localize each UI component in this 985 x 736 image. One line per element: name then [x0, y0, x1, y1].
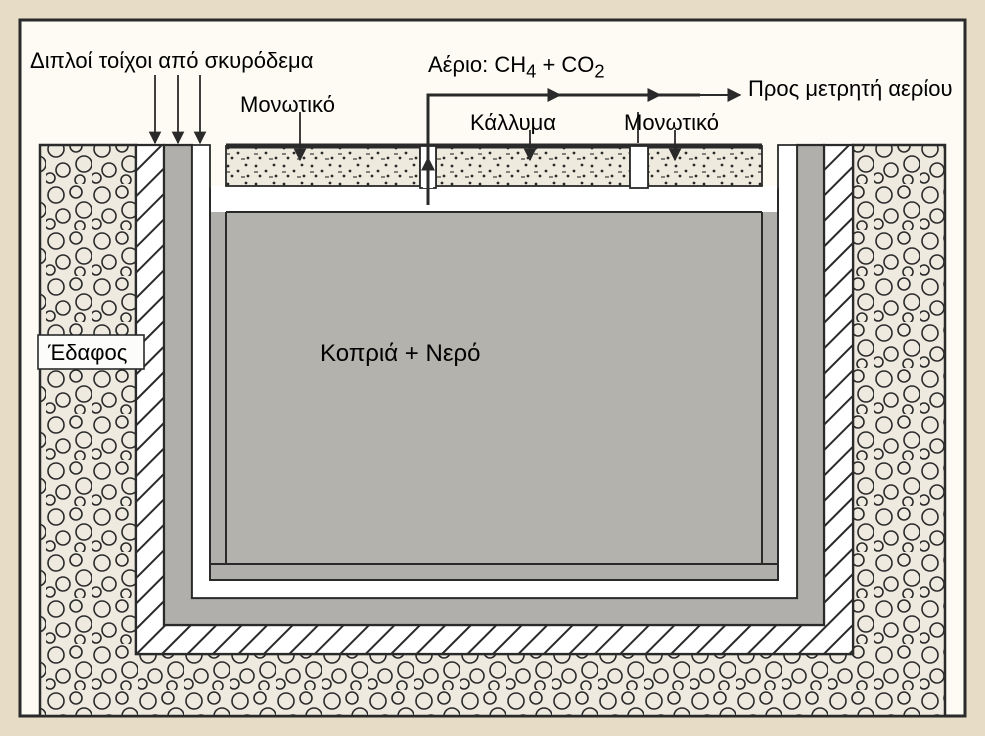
- label-insulation-left: Μονωτικό: [240, 92, 335, 118]
- label-to-meter: Προς μετρητή αερίου: [748, 76, 953, 102]
- cover-gap-right: [630, 146, 648, 188]
- cover-insulation-left: [226, 146, 420, 186]
- label-gas-p1: Αέριο: CH: [428, 52, 526, 77]
- label-gas-sub2: 2: [594, 60, 604, 81]
- label-insulation-right: Μονωτικό: [624, 110, 719, 136]
- cover-insulation-mid: [436, 146, 630, 186]
- label-gas-sub4: 4: [526, 60, 536, 81]
- label-double-walls: Διπλοί τοίχοι από σκυρόδεμα: [30, 48, 313, 74]
- cover-insulation-right: [648, 146, 762, 186]
- inner-floor: [210, 564, 778, 580]
- inner-wall-right: [762, 190, 778, 580]
- label-gas: Αέριο: CH4 + CO2: [428, 52, 605, 82]
- label-gas-plus: + CO: [536, 52, 594, 77]
- diagram-frame: Διπλοί τοίχοι από σκυρόδεμα Μονωτικό Αέρ…: [0, 0, 985, 736]
- label-soil: Έδαφος: [48, 340, 127, 366]
- mixture: [226, 212, 762, 564]
- inner-wall-left: [210, 190, 226, 580]
- headspace: [211, 186, 777, 212]
- label-cover: Κάλλυμα: [470, 110, 556, 136]
- label-mixture: Κοπριά + Νερό: [320, 340, 481, 368]
